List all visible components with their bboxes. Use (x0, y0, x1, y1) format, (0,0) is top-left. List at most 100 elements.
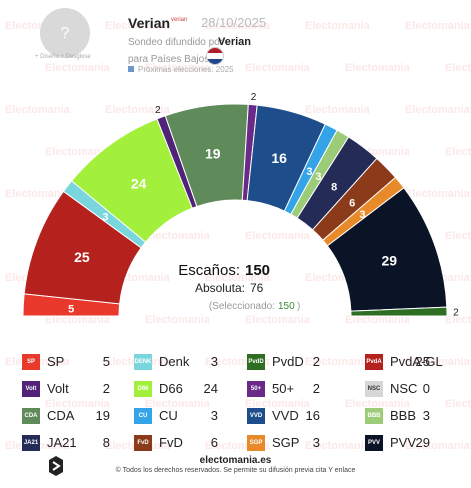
legend-seat-count: 0 (422, 381, 430, 396)
seat-label-sgp: 3 (359, 209, 365, 221)
party-logo-icon: Volt (22, 381, 40, 397)
legend-item: PvdD PvdD 2 (247, 351, 359, 373)
legend-party-name: FvD (159, 435, 183, 450)
legend-party-name: NSC (390, 381, 418, 396)
legend-item: D66 D66 24 (134, 378, 246, 400)
seat-label-sp: 5 (68, 303, 74, 315)
poll-date: 28/10/2025 (201, 15, 267, 30)
avatar-caption: + Diseño + Desglose (35, 54, 91, 60)
party-logo-icon: SGP (247, 435, 265, 451)
legend-item: DENK Denk 3 (134, 351, 246, 373)
legend-item: FvD FvD 6 (134, 432, 246, 454)
hemicycle-segments (22, 103, 448, 317)
legend-party-name: 50+ (272, 381, 295, 396)
next-elections: Próximas elecciones: 2025 (128, 65, 234, 74)
flag-stripe-blue (207, 58, 223, 64)
seat-label-denk: 3 (102, 211, 108, 223)
legend-seat-count: 2 (102, 381, 110, 396)
legend-item: NSC NSC 0 (365, 378, 471, 400)
pollster-logo: verian (171, 17, 188, 23)
poll-source-name: Verian (218, 36, 252, 48)
legend-item: JA21 JA21 8 (22, 432, 134, 454)
poll-source-label: Sondeo difundido por (128, 37, 224, 48)
legend-party-name: CDA (47, 408, 75, 423)
party-logo-icon: SP (22, 354, 40, 370)
legend-seat-count: 6 (210, 435, 218, 450)
party-logo-icon: 50+ (247, 381, 265, 397)
seat-label-bbb: 3 (315, 171, 321, 183)
legend-seat-count: 25 (415, 354, 430, 369)
legend-party-name: BBB (390, 408, 417, 423)
legend-seat-count: 19 (95, 408, 110, 423)
footer-site: electomania.es (199, 455, 272, 466)
flag-stripe-red (207, 48, 223, 54)
legend-party-name: JA21 (47, 435, 77, 450)
legend-item: SP SP 5 (22, 351, 134, 373)
legend-seat-count: 29 (415, 435, 430, 450)
legend-item: BBB BBB 3 (365, 405, 471, 427)
ballot-icon (128, 66, 134, 72)
legend-seat-count: 8 (102, 435, 110, 450)
footer-copyright: © Todos los derechos reservados. Se perm… (115, 467, 356, 474)
legend-seat-count: 3 (422, 408, 430, 423)
party-logo-icon: DENK (134, 354, 152, 370)
party-logo-icon: FvD (134, 435, 152, 451)
party-logo-icon: CU (134, 408, 152, 424)
legend-party-name: CU (159, 408, 178, 423)
center-selected-value: 150 (278, 301, 295, 312)
party-logo-icon: PvdA (365, 354, 383, 370)
legend-seat-count: 2 (312, 381, 320, 396)
legend-seat-count: 3 (210, 354, 218, 369)
seat-label-pvv: 29 (382, 252, 398, 268)
center-selected-label: (Seleccionado: (209, 301, 275, 312)
legend-item: SGP SGP 3 (247, 432, 359, 454)
center-seats-label: Escaños: (178, 262, 240, 279)
legend-item: PVV PVV 29 (365, 432, 471, 454)
center-absolute-label: Absoluta: (195, 281, 245, 295)
seat-label-cu: 3 (306, 166, 312, 178)
center-seats-value: 150 (245, 262, 270, 279)
pollster-avatar: ? (40, 8, 90, 58)
party-logo-icon: PVV (365, 435, 383, 451)
legend-party-name: SP (47, 354, 65, 369)
legend-party-name: PVV (390, 435, 417, 450)
legend-seat-count: 2 (312, 354, 320, 369)
next-elections-text: Próximas elecciones: 2025 (138, 65, 234, 74)
party-logo-icon: JA21 (22, 435, 40, 451)
seat-segment-pvdd (350, 306, 448, 317)
legend-item: Volt Volt 2 (22, 378, 134, 400)
legend-party-name: VVD (272, 408, 299, 423)
legend-seat-count: 3 (210, 408, 218, 423)
seat-label-d66: 24 (131, 175, 147, 191)
seat-label-50+: 2 (251, 92, 257, 103)
legend-seat-count: 16 (305, 408, 320, 423)
netherlands-flag-icon (206, 47, 224, 65)
seat-label-fvd: 6 (349, 197, 355, 209)
seat-label-pvdd: 2 (453, 307, 459, 318)
legend-item: VVD VVD 16 (247, 405, 359, 427)
seat-label-ja21: 8 (331, 181, 337, 193)
pollster-name: Verian (128, 15, 171, 31)
legend-seat-count: 3 (312, 435, 320, 450)
party-logo-icon: D66 (134, 381, 152, 397)
legend-item: CDA CDA 19 (22, 405, 134, 427)
party-logo-icon: PvdD (247, 354, 265, 370)
center-absolute-value: 76 (250, 281, 264, 295)
seat-label-volt: 2 (155, 105, 161, 116)
center-selected-close: ) (297, 301, 300, 312)
legend-item: CU CU 3 (134, 405, 246, 427)
legend-item: 50+ 50+ 2 (247, 378, 359, 400)
party-logo-icon: CDA (22, 408, 40, 424)
poll-country: para Países Bajos (128, 54, 210, 65)
legend-seat-count: 24 (203, 381, 218, 396)
electomania-logo-icon (49, 456, 63, 476)
party-logo-icon: NSC (365, 381, 383, 397)
party-logo-icon: BBB (365, 408, 383, 424)
flag-stripe-white (207, 53, 223, 59)
legend-party-name: PvdD (272, 354, 304, 369)
seat-label-cda: 19 (205, 146, 221, 162)
party-logo-icon: VVD (247, 408, 265, 424)
legend-party-name: PvdA-GL (390, 354, 443, 369)
